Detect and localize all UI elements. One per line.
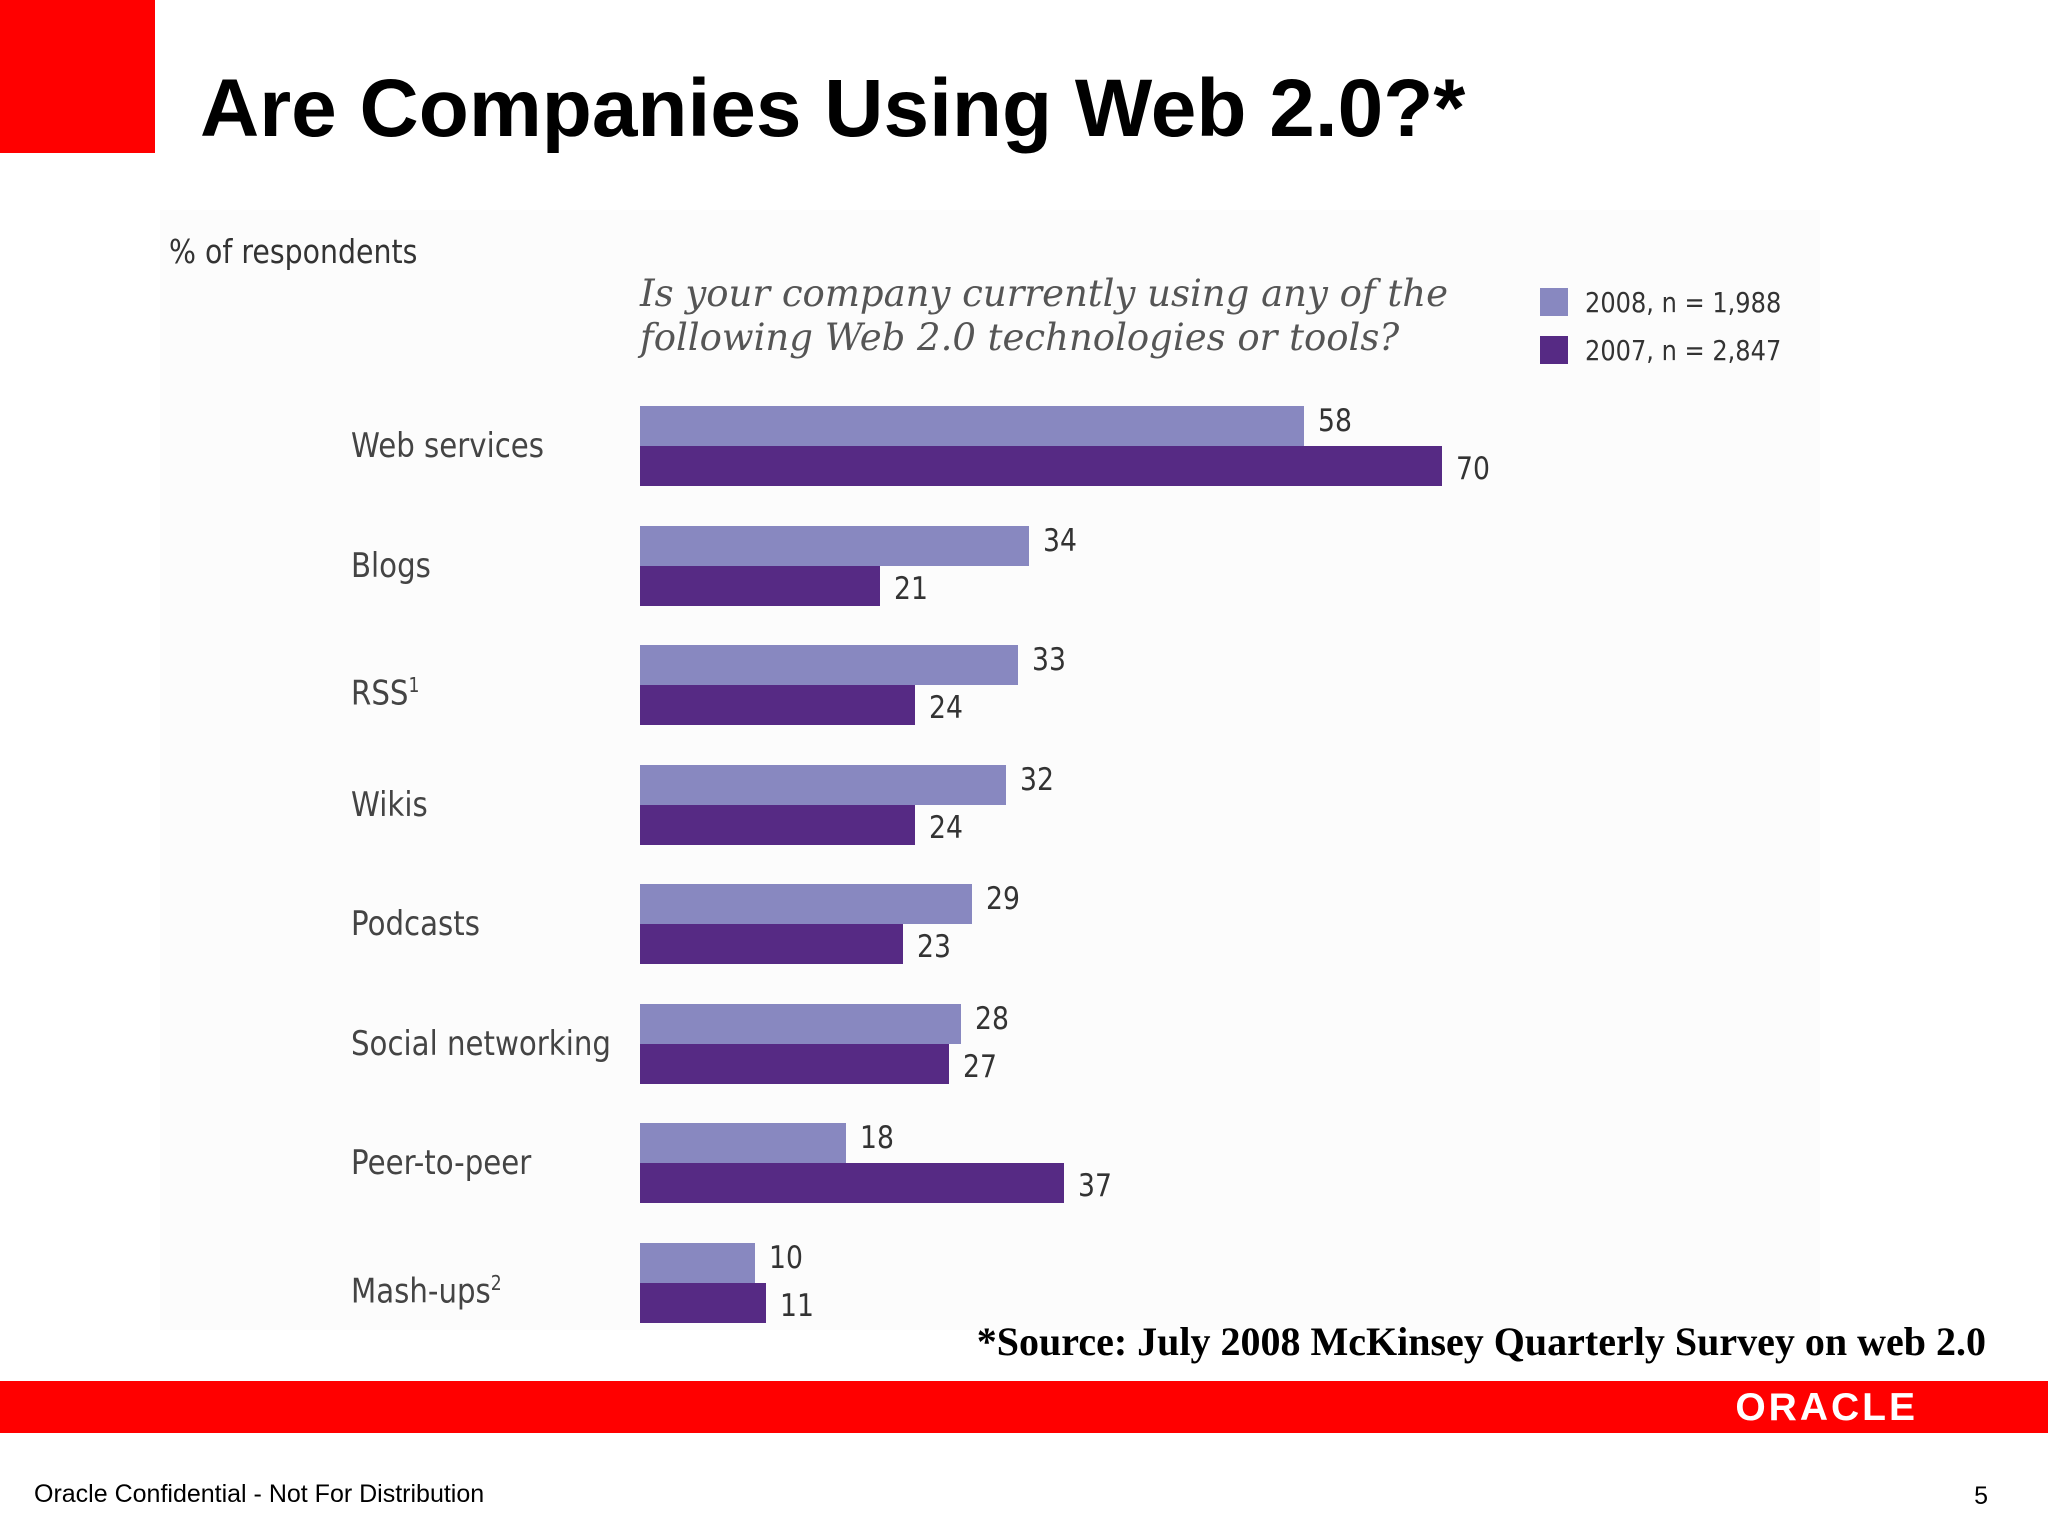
bar-2008 — [640, 406, 1305, 446]
category-footnote-marker: 1 — [408, 673, 420, 697]
category-label: RSS1 — [351, 673, 420, 714]
value-label-2008: 28 — [974, 1000, 1009, 1037]
legend-label-2008: 2008, n = 1,988 — [1585, 285, 1782, 319]
footer-red-band — [0, 1381, 2048, 1433]
slide-title: Are Companies Using Web 2.0?* — [200, 63, 1466, 154]
source-note: *Source: July 2008 McKinsey Quarterly Su… — [976, 1319, 1986, 1364]
value-label-2007: 23 — [917, 929, 952, 965]
value-label-2008: 10 — [768, 1239, 803, 1276]
category-footnote-marker: 2 — [490, 1270, 502, 1295]
chart-question: Is your company currently using any of t… — [640, 272, 1448, 359]
bar-2007 — [640, 685, 915, 725]
category-label: Web services — [351, 426, 545, 466]
value-label-2007: 37 — [1077, 1168, 1112, 1204]
value-label-2007: 21 — [894, 570, 929, 607]
bar-2007 — [640, 1043, 950, 1084]
value-label-2007: 70 — [1455, 451, 1490, 487]
value-label-2008: 33 — [1031, 642, 1066, 678]
bar-2008 — [640, 1003, 961, 1044]
value-label-2007: 27 — [963, 1048, 998, 1085]
category-label: Blogs — [351, 545, 431, 586]
chart-legend: 2008, n = 1,988 2007, n = 2,847 — [1540, 278, 1813, 374]
bar-2008 — [640, 1242, 755, 1283]
value-label-2007: 11 — [779, 1287, 814, 1324]
bar-2007 — [640, 924, 904, 964]
confidential-footer: Oracle Confidential - Not For Distributi… — [34, 1480, 485, 1508]
value-label-2008: 29 — [986, 881, 1020, 917]
bar-2008 — [640, 525, 1030, 566]
category-label: Wikis — [351, 784, 428, 825]
bar-2007 — [640, 1163, 1064, 1203]
value-label-2008: 58 — [1318, 403, 1353, 439]
legend-item-2008: 2008, n = 1,988 — [1540, 278, 1813, 326]
page-number: 5 — [1974, 1482, 1988, 1510]
value-label-2007: 24 — [928, 809, 963, 846]
value-label-2007: 24 — [928, 690, 963, 726]
legend-swatch-2008 — [1540, 288, 1568, 316]
bar-2008 — [640, 645, 1018, 685]
category-label: Peer-to-peer — [351, 1143, 532, 1183]
bar-2007 — [640, 804, 915, 845]
bar-2008 — [640, 884, 973, 924]
oracle-logo: ORACLE — [1735, 1386, 1918, 1429]
value-label-2008: 18 — [860, 1120, 895, 1156]
legend-swatch-2007 — [1540, 336, 1568, 364]
bar-2008 — [640, 1123, 847, 1163]
category-label: Mash-ups2 — [351, 1270, 502, 1311]
bar-2007 — [640, 1282, 766, 1323]
bar-2007 — [640, 565, 881, 606]
bar-2008 — [640, 764, 1007, 805]
value-label-2008: 32 — [1020, 761, 1055, 798]
category-label: Social networking — [351, 1023, 611, 1064]
legend-item-2007: 2007, n = 2,847 — [1540, 326, 1813, 374]
brand-red-square — [0, 0, 155, 153]
bar-2007 — [640, 446, 1442, 486]
value-label-2008: 34 — [1043, 522, 1078, 559]
unit-label: % of respondents — [169, 232, 418, 271]
category-label: Podcasts — [351, 904, 480, 944]
legend-label-2007: 2007, n = 2,847 — [1585, 333, 1782, 367]
